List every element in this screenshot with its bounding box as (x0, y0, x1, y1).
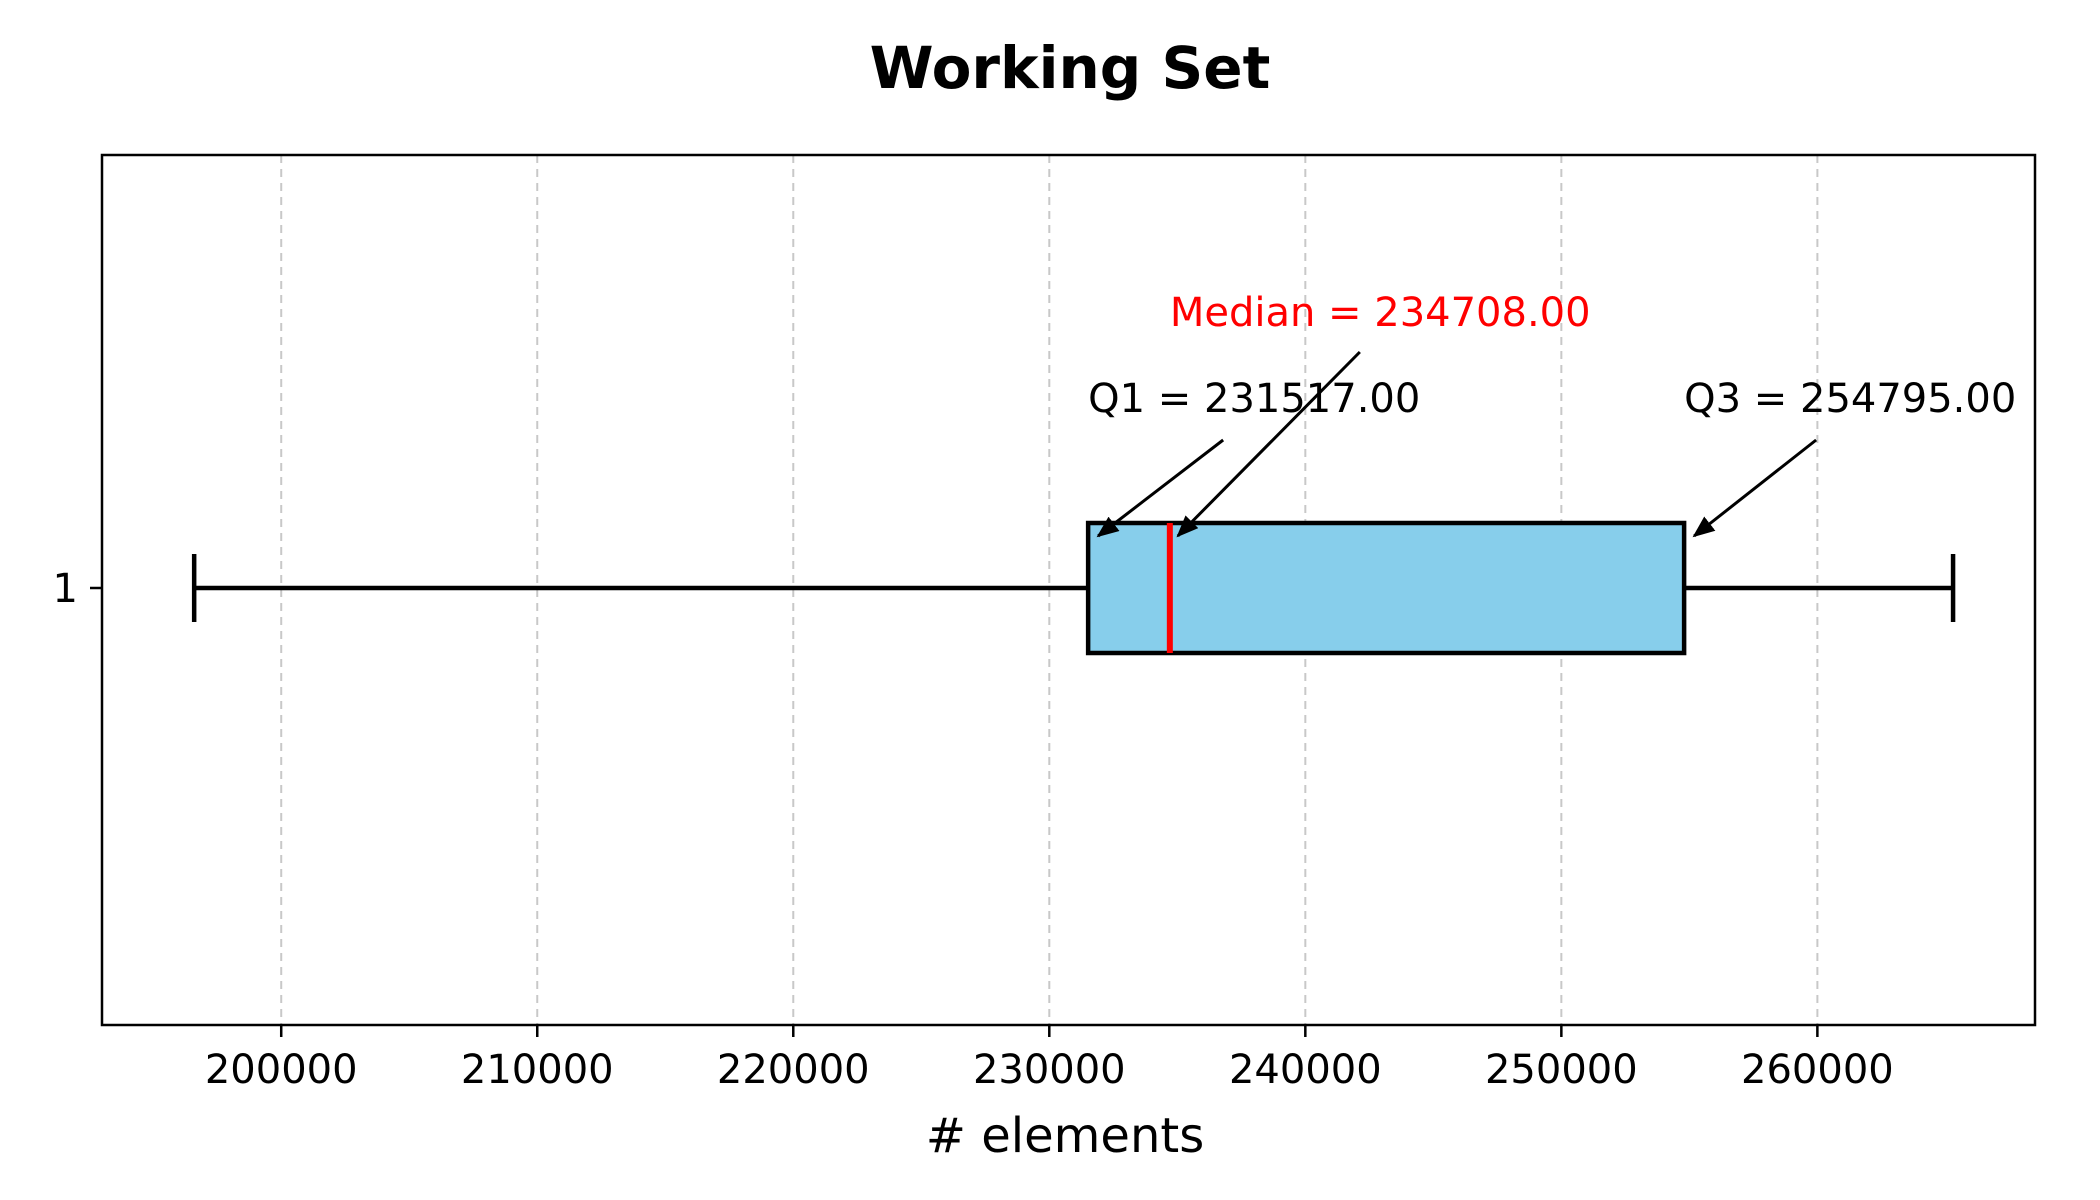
x-tick-label: 230000 (973, 1047, 1126, 1093)
iqr-box (1085, 520, 1687, 656)
annotations: Q1 = 231517.00 Median = 234708.00 Q3 = 2… (1088, 290, 2016, 538)
x-tick-label: 210000 (461, 1047, 614, 1093)
x-tick-label: 260000 (1741, 1047, 1894, 1093)
x-tick-label: 240000 (1229, 1047, 1382, 1093)
y-tick-label: 1 (53, 566, 78, 612)
x-tick-label: 220000 (717, 1047, 870, 1093)
plot-area-frame (100, 153, 2037, 1027)
box-plot (191, 520, 1956, 656)
x-tick-label: 250000 (1485, 1047, 1638, 1093)
median-annotation-label: Median = 234708.00 (1170, 290, 1591, 336)
chart-title: Working Set (870, 34, 1271, 102)
x-axis-ticks: 200000 210000 220000 230000 240000 250000 2600… (205, 1025, 1894, 1093)
q3-annotation-label: Q3 = 254795.00 (1684, 376, 2016, 422)
q3-annotation-arrow (1692, 438, 1818, 538)
x-tick-label: 200000 (205, 1047, 358, 1093)
q1-annotation-arrow (1096, 438, 1225, 538)
q1-annotation-label: Q1 = 231517.00 (1088, 376, 1420, 422)
y-axis-ticks: 1 (53, 566, 102, 612)
median-annotation-arrow (1176, 350, 1361, 538)
x-axis-label: # elements (926, 1108, 1204, 1164)
